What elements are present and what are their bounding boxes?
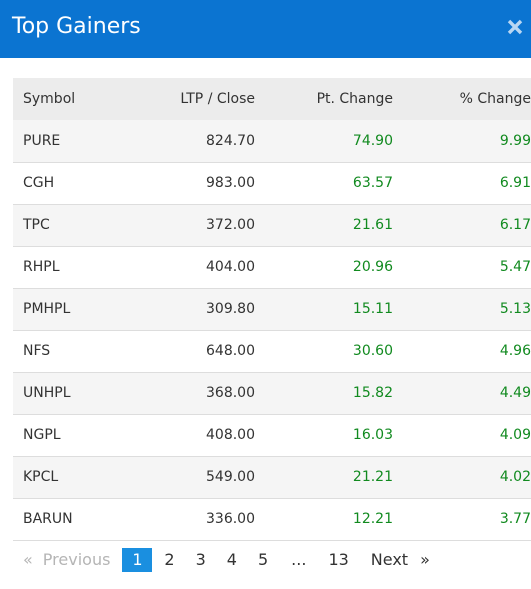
ltp-cell: 309.80 bbox=[206, 301, 255, 317]
ltp-cell: 336.00 bbox=[206, 511, 255, 527]
pagination-previous[interactable]: Previous bbox=[42, 550, 111, 569]
pagination-page-3[interactable]: 3 bbox=[195, 550, 206, 569]
ltp-cell: 368.00 bbox=[206, 385, 255, 401]
pt-change-cell: 15.11 bbox=[352, 301, 393, 317]
pagination-ellipsis: ... bbox=[291, 550, 307, 569]
table-row[interactable]: CGH 983.00 63.57 6.91 bbox=[13, 162, 531, 204]
pct-change-cell: 6.91 bbox=[499, 175, 531, 191]
close-icon[interactable] bbox=[505, 14, 525, 38]
pt-change-cell: 74.90 bbox=[352, 132, 393, 149]
pct-change-cell: 4.49 bbox=[499, 385, 531, 401]
close-button[interactable] bbox=[505, 14, 525, 38]
ltp-cell: 983.00 bbox=[206, 175, 255, 191]
symbol-cell[interactable]: BARUN bbox=[23, 511, 73, 527]
pt-change-cell: 21.21 bbox=[352, 469, 393, 485]
pagination-next[interactable]: Next bbox=[370, 550, 409, 569]
table-row[interactable]: RHPL 404.00 20.96 5.47 bbox=[13, 246, 531, 288]
table-row[interactable]: PMHPL 309.80 15.11 5.13 bbox=[13, 288, 531, 330]
table-row[interactable]: PURE 824.70 74.90 9.99 bbox=[13, 120, 531, 162]
symbol-cell[interactable]: NGPL bbox=[23, 427, 61, 443]
pct-change-cell: 4.96 bbox=[499, 343, 531, 359]
pt-change-cell: 16.03 bbox=[352, 427, 393, 443]
pagination-page-13[interactable]: 13 bbox=[328, 550, 349, 569]
pct-change-cell: 9.99 bbox=[499, 132, 531, 149]
ltp-cell: 372.00 bbox=[206, 217, 255, 233]
pct-change-cell: 5.47 bbox=[499, 259, 531, 275]
pct-change-cell: 4.09 bbox=[499, 427, 531, 443]
pt-change-cell: 63.57 bbox=[352, 175, 393, 191]
pct-change-cell: 5.13 bbox=[499, 301, 531, 317]
table-row[interactable]: BARUN 336.00 12.21 3.77 bbox=[13, 498, 531, 540]
column-header-symbol[interactable]: Symbol bbox=[23, 91, 76, 107]
pct-change-cell: 3.77 bbox=[499, 511, 531, 527]
pagination-page-4[interactable]: 4 bbox=[226, 550, 237, 569]
symbol-cell[interactable]: CGH bbox=[23, 175, 55, 191]
pagination-page-1[interactable]: 1 bbox=[122, 548, 153, 572]
gainers-table: Symbol LTP / Close Pt. Change % Change P… bbox=[13, 78, 531, 541]
table-row[interactable]: KPCL 549.00 21.21 4.02 bbox=[13, 456, 531, 498]
pagination-page-2[interactable]: 2 bbox=[164, 550, 175, 569]
symbol-cell[interactable]: PMHPL bbox=[23, 301, 71, 317]
symbol-cell[interactable]: PURE bbox=[23, 132, 61, 149]
modal-title: Top Gainers bbox=[12, 14, 141, 39]
pct-change-cell: 6.17 bbox=[499, 217, 531, 233]
table-row[interactable]: NFS 648.00 30.60 4.96 bbox=[13, 330, 531, 372]
pagination: « Previous 1 2 3 4 5 ... 13 Next » bbox=[23, 548, 430, 572]
column-header-pt-change[interactable]: Pt. Change bbox=[316, 91, 393, 107]
pagination-page-5[interactable]: 5 bbox=[257, 550, 269, 569]
pagination-first[interactable]: « bbox=[23, 550, 33, 569]
pagination-last[interactable]: » bbox=[420, 550, 430, 569]
table-row[interactable]: TPC 372.00 21.61 6.17 bbox=[13, 204, 531, 246]
modal-header: Top Gainers bbox=[0, 0, 531, 58]
pct-change-cell: 4.02 bbox=[499, 469, 531, 485]
symbol-cell[interactable]: TPC bbox=[23, 217, 50, 233]
ltp-cell: 824.70 bbox=[206, 132, 255, 149]
column-header-pct-change[interactable]: % Change bbox=[459, 91, 531, 107]
symbol-cell[interactable]: NFS bbox=[23, 343, 51, 359]
ltp-cell: 404.00 bbox=[206, 259, 255, 275]
table-header-row: Symbol LTP / Close Pt. Change % Change bbox=[13, 78, 531, 120]
pt-change-cell: 21.61 bbox=[352, 217, 393, 233]
symbol-cell[interactable]: UNHPL bbox=[23, 385, 71, 401]
symbol-cell[interactable]: KPCL bbox=[23, 469, 59, 485]
pt-change-cell: 15.82 bbox=[352, 385, 393, 401]
ltp-cell: 408.00 bbox=[206, 427, 255, 443]
gainers-table-container: Symbol LTP / Close Pt. Change % Change P… bbox=[13, 78, 531, 541]
column-header-ltp-close[interactable]: LTP / Close bbox=[180, 91, 255, 107]
pt-change-cell: 30.60 bbox=[352, 343, 393, 359]
table-row[interactable]: UNHPL 368.00 15.82 4.49 bbox=[13, 372, 531, 414]
ltp-cell: 549.00 bbox=[206, 469, 255, 485]
pt-change-cell: 12.21 bbox=[352, 511, 393, 527]
table-row[interactable]: NGPL 408.00 16.03 4.09 bbox=[13, 414, 531, 456]
symbol-cell[interactable]: RHPL bbox=[23, 259, 60, 275]
pt-change-cell: 20.96 bbox=[352, 259, 393, 275]
ltp-cell: 648.00 bbox=[206, 343, 255, 359]
